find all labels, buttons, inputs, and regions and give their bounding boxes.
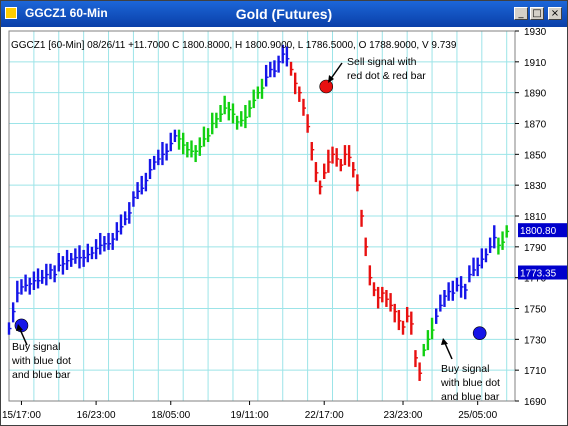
y-tick-label: 1830 [524,181,547,192]
y-tick-label: 1850 [524,150,547,161]
buy-left-arrowhead-icon [16,324,23,331]
buy-right-arrowhead-icon [441,338,448,345]
x-tick-label: 25/05:00 [458,410,497,421]
maximize-button[interactable]: □ [530,7,544,20]
y-tick-label: 1870 [524,120,547,131]
price-series-0 [7,129,178,335]
x-tick-label: 15/17:00 [2,410,41,421]
price-series-8 [497,225,510,255]
sell-annotation-line-1: Sell signal with [347,56,417,68]
buy-right-annotation-line-2: with blue dot [440,377,500,389]
y-tick-label: 1890 [524,89,547,100]
y-tick-label: 1690 [524,397,547,408]
price-series-4 [376,286,414,335]
y-tick-label: 1790 [524,243,547,254]
price-series-6 [422,317,435,357]
buy-left-annotation-line-1: Buy signal [12,341,60,353]
sell-annotation-line-2: red dot & red bar [347,70,426,82]
marker-price-label: 1773.35 [520,269,557,280]
last-price-callout: 1800.80 [518,223,567,238]
marker-price-callout: 1773.35 [518,265,567,280]
x-tick-label: 18/05:00 [151,410,190,421]
y-tick-label: 1710 [524,366,547,377]
buy-right-annotation-line-1: Buy signal [441,363,489,375]
price-series-7 [434,225,497,324]
x-tick-label: 19/11:00 [230,410,269,421]
price-series-3 [289,61,377,297]
buy-left-annotation-line-3: and blue bar [12,369,71,381]
price-series-2 [264,44,290,87]
buy-left-annotation-line-2: with blue dot [11,355,71,367]
last-price-label: 1800.80 [520,226,557,237]
y-tick-label: 1930 [524,27,547,38]
quote-info-line: GGCZ1 [60-Min] 08/26/11 +11.7000 C 1800.… [11,40,457,51]
y-tick-label: 1810 [524,212,547,223]
sell-arrowhead-icon [328,75,334,83]
buy-right-annotation-line-3: and blue bar [441,391,500,403]
x-tick-label: 16/23:00 [77,410,116,421]
price-series-1 [177,78,265,163]
price-series-5 [414,350,423,381]
buy-left-annotation: Buy signal with blue dot and blue bar [11,341,71,381]
minimize-button[interactable]: _ [514,7,528,20]
x-tick-label: 22/17:00 [305,410,344,421]
buy-signal-dot [472,326,487,340]
price-chart[interactable]: 1930191018901870185018301810179017701750… [1,27,567,425]
y-tick-label: 1910 [524,58,547,69]
x-tick-label: 23/23:00 [384,410,423,421]
chart-icon [5,7,17,19]
close-button[interactable]: × [548,7,562,20]
sell-arrow-icon [329,62,343,81]
title-bar[interactable]: GGCZ1 60-Min Gold (Futures) _ □ × [1,1,567,27]
y-tick-label: 1750 [524,305,547,316]
sell-annotation: Sell signal with red dot & red bar [347,56,426,82]
sell-signal-dot [319,79,334,94]
y-tick-label: 1730 [524,335,547,346]
window-title: GGCZ1 60-Min [25,6,108,20]
buy-right-annotation: Buy signal with blue dot and blue bar [440,363,500,403]
